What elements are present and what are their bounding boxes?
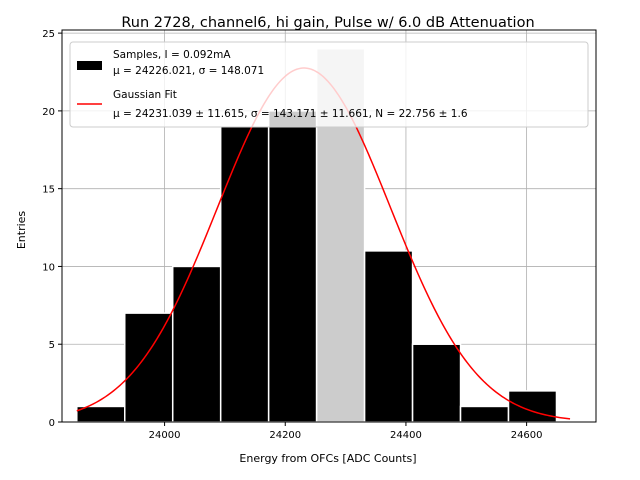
histogram-bar [411, 343, 462, 423]
histogram-bar [363, 250, 414, 423]
y-tick-label: 0 [49, 418, 55, 429]
histogram-bar [267, 110, 318, 423]
legend-histogram-swatch [77, 61, 102, 70]
y-tick-label: 25 [42, 29, 55, 40]
legend-histogram-stats: μ = 24226.021, σ = 148.071 [113, 65, 264, 77]
y-tick-label: 10 [42, 262, 55, 273]
legend-fit-name: Gaussian Fit [113, 89, 177, 101]
legend-fit-stats: μ = 24231.039 ± 11.615, σ = 143.171 ± 11… [113, 108, 468, 120]
histogram-bar [219, 125, 270, 423]
histogram-bar [171, 265, 222, 423]
x-tick-label: 24400 [390, 430, 422, 441]
plot-frame [61, 29, 597, 423]
y-tick-label: 20 [42, 107, 55, 118]
x-tick-label: 24200 [269, 430, 301, 441]
histogram-bar [459, 405, 510, 423]
y-tick-label: 5 [49, 340, 55, 351]
legend: Samples, I = 0.092mA μ = 24226.021, σ = … [69, 41, 589, 128]
legend-box [69, 41, 589, 128]
x-axis-ticks: 24000 24200 24400 24600 [149, 422, 543, 441]
legend-histogram-name: Samples, I = 0.092mA [113, 49, 231, 61]
x-axis-label: Energy from OFCs [ADC Counts] [239, 452, 416, 465]
x-tick-label: 24600 [511, 430, 543, 441]
x-tick-label: 24000 [149, 430, 181, 441]
chart-title: Run 2728, channel6, hi gain, Pulse w/ 6.… [121, 15, 534, 31]
y-axis-ticks: 0 5 10 15 20 25 [42, 29, 62, 429]
histogram-bar [124, 312, 174, 423]
y-tick-label: 15 [42, 185, 55, 196]
y-axis-label: Entries [15, 211, 28, 250]
histogram-bar [507, 390, 558, 423]
